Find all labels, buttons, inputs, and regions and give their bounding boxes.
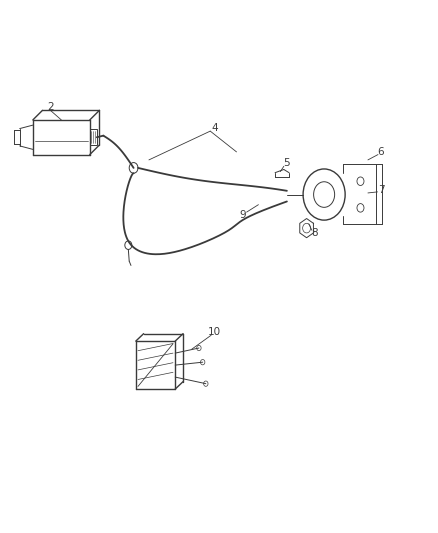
Text: 10: 10 bbox=[208, 327, 221, 336]
Bar bbox=[90, 130, 97, 146]
Text: 2: 2 bbox=[47, 102, 54, 111]
Text: 7: 7 bbox=[378, 185, 385, 195]
Text: 5: 5 bbox=[283, 158, 290, 167]
Text: 4: 4 bbox=[211, 123, 218, 133]
Text: 9: 9 bbox=[240, 210, 247, 220]
Text: 6: 6 bbox=[378, 147, 385, 157]
Text: 8: 8 bbox=[311, 229, 318, 238]
